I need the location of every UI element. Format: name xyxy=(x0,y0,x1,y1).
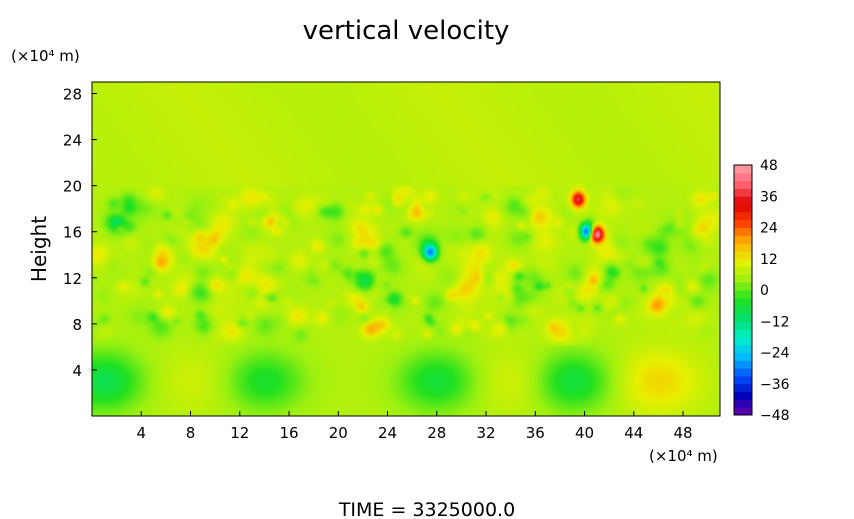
x-tick-label: 12 xyxy=(230,424,249,442)
colorbar-band xyxy=(734,375,752,385)
colorbar-band xyxy=(734,282,752,291)
y-tick-label: 8 xyxy=(72,316,82,334)
velocity-field xyxy=(92,82,720,416)
time-label: TIME = 3325000.0 xyxy=(338,499,515,519)
x-axis-ticks: 4 8 12 16 20 24 28 32 36 40 44 48 xyxy=(136,411,693,442)
y-tick-label: 20 xyxy=(63,178,82,196)
colorbar-band xyxy=(734,258,752,268)
x-tick-label: 48 xyxy=(674,424,693,442)
colorbar-band xyxy=(734,211,752,221)
colorbar-band xyxy=(734,407,752,416)
colorbar-tick-label: 0 xyxy=(760,283,769,299)
y-tick-label: 24 xyxy=(63,132,82,150)
colorbar-band xyxy=(734,383,752,393)
plot-frame xyxy=(91,81,721,417)
colorbar-band xyxy=(734,188,752,197)
colorbar-band xyxy=(734,227,752,236)
colorbar-band xyxy=(734,266,752,275)
y-axis-ticks: 4 8 12 16 20 24 28 xyxy=(63,86,97,380)
y-axis-unit: (×10⁴ m) xyxy=(11,47,80,65)
colorbar-tick-label: −48 xyxy=(760,408,790,424)
x-tick-label: 44 xyxy=(624,424,643,442)
colorbar-band xyxy=(734,235,752,244)
colorbar-frame xyxy=(733,164,753,416)
colorbar-band xyxy=(734,391,752,400)
colorbar-band xyxy=(734,196,752,205)
x-tick-label: 8 xyxy=(186,424,196,442)
colorbar-band xyxy=(734,321,752,330)
colorbar-band xyxy=(734,172,752,182)
x-tick-label: 28 xyxy=(427,424,446,442)
colorbar-ticks: 48 36 24 12 0 −12 −24 −36 −48 xyxy=(760,158,790,424)
x-tick-label: 32 xyxy=(476,424,495,442)
x-axis-unit: (×10⁴ m) xyxy=(649,447,718,465)
colorbar-band xyxy=(734,180,752,189)
colorbar-band xyxy=(734,368,752,377)
y-axis-label: Height xyxy=(27,216,51,282)
colorbar-tick-label: 36 xyxy=(760,189,778,205)
colorbar-band xyxy=(734,219,752,228)
colorbar-band xyxy=(734,290,752,299)
colorbar-band xyxy=(734,360,752,369)
colorbar-tick-label: 48 xyxy=(760,158,778,174)
colorbar-steps xyxy=(734,165,752,416)
colorbar-band xyxy=(734,165,752,174)
x-tick-label: 4 xyxy=(136,424,146,442)
chart-title: vertical velocity xyxy=(303,16,510,46)
colorbar-band xyxy=(734,399,752,408)
plot-area xyxy=(92,82,720,416)
x-tick-label: 40 xyxy=(575,424,594,442)
colorbar-band xyxy=(734,297,752,307)
colorbar-tick-label: 12 xyxy=(760,252,778,268)
x-tick-label: 36 xyxy=(526,424,545,442)
y-tick-label: 12 xyxy=(63,270,82,288)
y-tick-label: 4 xyxy=(72,362,82,380)
y-tick-label: 16 xyxy=(63,224,82,242)
colorbar-band xyxy=(734,336,752,346)
colorbar-band xyxy=(734,204,752,213)
y-tick-label: 28 xyxy=(63,86,82,104)
colorbar-tick-label: −12 xyxy=(760,314,790,330)
x-tick-label: 16 xyxy=(279,424,298,442)
colorbar-band xyxy=(734,344,752,353)
colorbar-band xyxy=(734,352,752,361)
x-tick-label: 20 xyxy=(329,424,348,442)
colorbar-tick-label: −36 xyxy=(760,377,790,393)
colorbar-band xyxy=(734,313,752,322)
colorbar-band xyxy=(734,329,752,338)
colorbar-band xyxy=(734,274,752,283)
colorbar-band xyxy=(734,243,752,252)
colorbar-tick-label: 24 xyxy=(760,221,778,237)
x-tick-label: 24 xyxy=(378,424,397,442)
colorbar-tick-label: −24 xyxy=(760,346,790,362)
colorbar-band xyxy=(734,305,752,314)
colorbar-band xyxy=(734,250,752,260)
colorbar: 48 36 24 12 0 −12 −24 −36 −48 xyxy=(733,158,790,424)
